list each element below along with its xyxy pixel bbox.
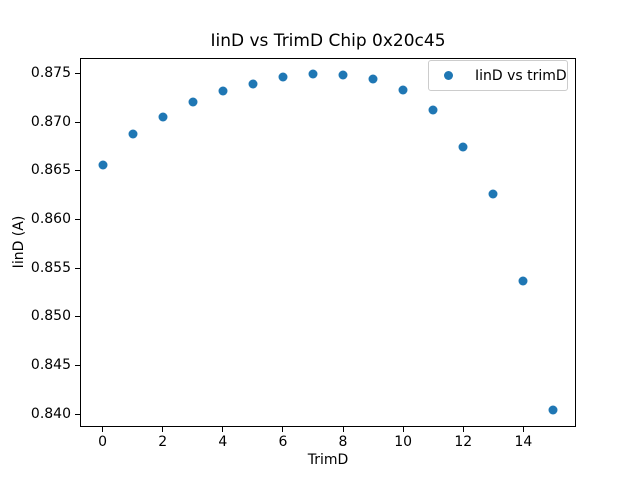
y-tick-mark: [75, 219, 80, 221]
plot-area: [80, 58, 576, 427]
x-tick-mark: [102, 427, 104, 433]
y-tick-label: 0.875: [30, 64, 71, 81]
x-tick-label: 0: [98, 434, 107, 451]
chart-title: IinD vs TrimD Chip 0x20c45: [210, 31, 446, 51]
legend: IinD vs trimD: [428, 60, 568, 91]
y-axis-label: IinD (A): [11, 215, 27, 269]
x-tick-mark: [162, 427, 164, 433]
data-point: [218, 86, 228, 96]
data-point: [98, 160, 108, 170]
data-point: [458, 142, 468, 152]
x-tick-label: 14: [514, 434, 533, 451]
data-point: [368, 74, 378, 84]
x-tick-mark: [342, 427, 344, 433]
data-point: [188, 97, 198, 107]
x-tick-label: 2: [158, 434, 168, 451]
y-tick-label: 0.860: [30, 211, 71, 228]
x-tick-label: 8: [338, 434, 348, 451]
data-point: [548, 405, 558, 415]
y-tick-mark: [75, 413, 80, 415]
data-point: [518, 276, 528, 286]
y-tick-mark: [75, 121, 80, 123]
x-tick-mark: [462, 427, 464, 433]
x-tick-label: 4: [218, 434, 228, 451]
y-tick-label: 0.870: [30, 113, 71, 130]
y-tick-label: 0.855: [30, 259, 71, 276]
x-tick-label: 12: [454, 434, 473, 451]
y-tick-label: 0.865: [30, 162, 71, 179]
x-tick-label: 6: [278, 434, 288, 451]
y-tick-mark: [75, 267, 80, 269]
y-tick-mark: [75, 170, 80, 172]
y-tick-mark: [75, 316, 80, 318]
x-tick-mark: [282, 427, 284, 433]
x-tick-mark: [222, 427, 224, 433]
data-point: [488, 189, 498, 199]
data-point: [398, 85, 408, 95]
x-tick-label: 10: [394, 434, 413, 451]
y-tick-mark: [75, 365, 80, 367]
data-point: [428, 105, 438, 114]
y-tick-label: 0.840: [30, 405, 71, 422]
data-point: [128, 129, 138, 139]
x-tick-mark: [522, 427, 524, 433]
data-point: [308, 69, 318, 79]
legend-label: IinD vs trimD: [475, 67, 567, 84]
data-point: [158, 112, 168, 122]
y-tick-mark: [75, 72, 80, 74]
data-point: [338, 70, 348, 80]
y-tick-label: 0.845: [30, 357, 71, 374]
x-tick-mark: [402, 427, 404, 433]
data-point: [248, 79, 258, 89]
x-axis-label: TrimD: [307, 452, 349, 468]
legend-marker-icon: [444, 71, 453, 80]
y-tick-label: 0.850: [30, 308, 71, 325]
data-point: [278, 72, 288, 82]
